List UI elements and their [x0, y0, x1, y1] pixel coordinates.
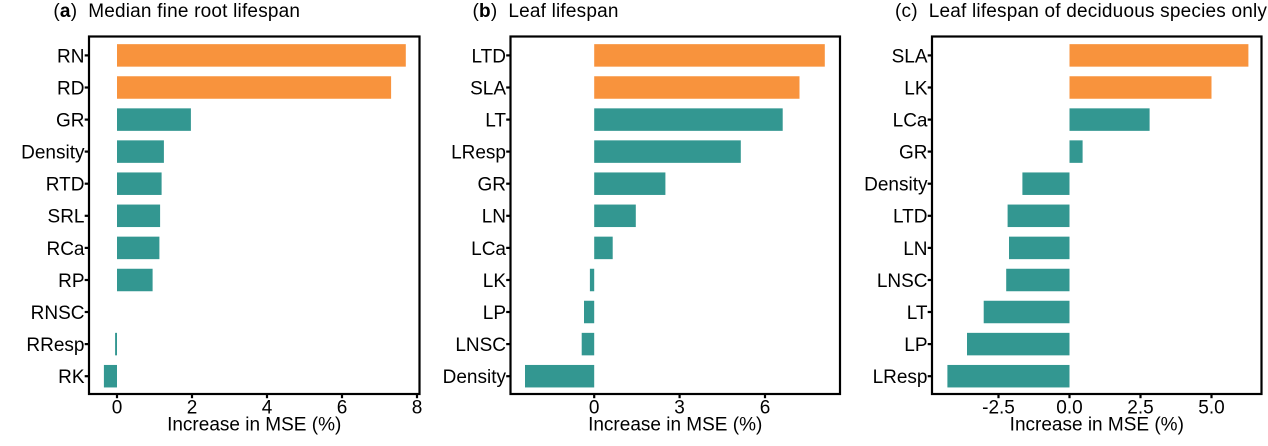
svg-text:LK: LK: [483, 271, 507, 292]
svg-text:(a) Median fine root lifespan: (a) Median fine root lifespan: [53, 1, 300, 22]
svg-text:6: 6: [760, 397, 771, 418]
svg-text:(b) Leaf lifespan: (b) Leaf lifespan: [473, 1, 619, 22]
svg-text:RD: RD: [57, 78, 84, 99]
svg-text:8: 8: [412, 397, 423, 418]
svg-text:SRL: SRL: [48, 207, 85, 228]
svg-text:LK: LK: [904, 78, 928, 99]
svg-text:SLA: SLA: [470, 78, 506, 99]
svg-text:-2.5: -2.5: [982, 397, 1015, 418]
svg-text:GR: GR: [478, 175, 507, 196]
svg-text:2.5: 2.5: [1127, 397, 1153, 418]
svg-text:GR: GR: [899, 143, 928, 164]
svg-text:LCa: LCa: [893, 111, 928, 132]
svg-text:4: 4: [262, 397, 273, 418]
svg-text:LNSC: LNSC: [877, 271, 928, 292]
svg-text:LTD: LTD: [893, 207, 927, 228]
svg-text:RTD: RTD: [46, 175, 85, 196]
svg-text:0: 0: [112, 397, 123, 418]
svg-text:RN: RN: [57, 46, 84, 67]
svg-text:LResp: LResp: [451, 143, 506, 164]
svg-text:LP: LP: [483, 303, 506, 324]
svg-text:LNSC: LNSC: [455, 335, 506, 356]
svg-text:LTD: LTD: [472, 46, 506, 67]
svg-text:LP: LP: [904, 335, 927, 356]
svg-text:LCa: LCa: [471, 239, 506, 260]
svg-text:Increase in MSE (%): Increase in MSE (%): [1010, 415, 1184, 436]
svg-text:LN: LN: [482, 207, 506, 228]
svg-text:(c) Leaf lifespan of deciduou: (c) Leaf lifespan of deciduous species o…: [895, 1, 1267, 22]
svg-text:LT: LT: [907, 303, 928, 324]
svg-text:RCa: RCa: [46, 239, 84, 260]
svg-text:RNSC: RNSC: [31, 303, 85, 324]
svg-text:6: 6: [337, 397, 348, 418]
svg-text:0.0: 0.0: [1056, 397, 1082, 418]
svg-text:LN: LN: [903, 239, 927, 260]
svg-text:Density: Density: [21, 143, 85, 164]
svg-text:Density: Density: [864, 175, 928, 196]
svg-text:Increase in MSE (%): Increase in MSE (%): [167, 415, 341, 436]
svg-text:Density: Density: [443, 367, 507, 388]
svg-text:GR: GR: [56, 111, 85, 132]
svg-text:SLA: SLA: [892, 46, 928, 67]
svg-text:3: 3: [674, 397, 685, 418]
svg-text:RResp: RResp: [26, 335, 84, 356]
svg-text:RK: RK: [58, 367, 85, 388]
svg-text:RP: RP: [58, 271, 84, 292]
svg-text:5.0: 5.0: [1198, 397, 1224, 418]
svg-text:2: 2: [187, 397, 198, 418]
svg-text:LT: LT: [485, 111, 506, 132]
svg-text:LResp: LResp: [873, 367, 928, 388]
svg-text:Increase in MSE (%): Increase in MSE (%): [588, 415, 762, 436]
svg-text:0: 0: [589, 397, 600, 418]
